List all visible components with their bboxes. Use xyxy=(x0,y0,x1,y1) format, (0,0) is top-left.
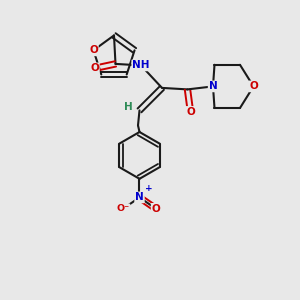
Text: N: N xyxy=(208,81,217,92)
Text: O: O xyxy=(152,204,160,214)
Text: +: + xyxy=(145,184,152,193)
Text: N: N xyxy=(135,192,144,203)
Text: O: O xyxy=(249,81,258,92)
Text: O: O xyxy=(89,45,98,55)
Text: O: O xyxy=(186,107,195,117)
Text: O: O xyxy=(90,63,99,74)
Text: O⁻: O⁻ xyxy=(116,204,130,213)
Text: NH: NH xyxy=(132,60,150,70)
Text: H: H xyxy=(124,102,133,112)
